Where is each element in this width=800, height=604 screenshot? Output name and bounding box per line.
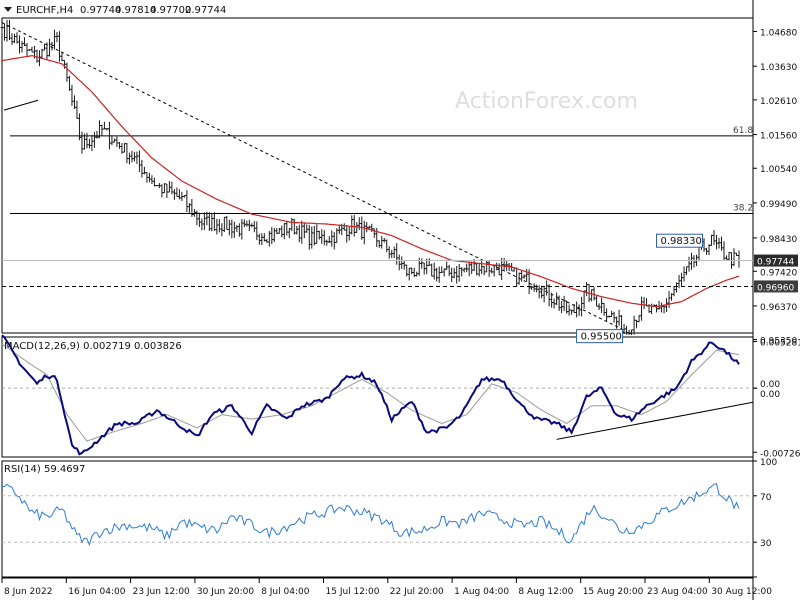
price-tick-label-7: 0.97420	[760, 268, 797, 278]
x-tick-label-7: 1 Aug 04:00	[454, 587, 509, 597]
macd-tick-label-3: -0.007263	[760, 449, 800, 459]
x-tick-label-3: 30 Jun 20:00	[197, 587, 254, 597]
price-tick-label-5: 0.99490	[760, 200, 797, 210]
support-label: 0.96960	[757, 283, 794, 293]
x-tick-label-11: 30 Aug 12:00	[711, 587, 772, 597]
price-tick-label-0: 1.04680	[760, 29, 797, 39]
last-price-tag	[754, 254, 798, 267]
symbol-header: EURCHF,H4 0.97744 0.97814 0.97702 0.9774…	[4, 5, 226, 16]
marked-high-box	[656, 233, 704, 248]
x-tick-label-2: 23 Jun 12:00	[133, 587, 190, 597]
x-tick-label-5: 15 Jul 12:00	[326, 587, 380, 597]
price-tick-label-2: 1.02610	[760, 97, 797, 107]
fib-label-1: 38.2	[733, 203, 753, 213]
price-tick-label-4: 1.00540	[760, 165, 797, 175]
rsi-line	[2, 483, 740, 547]
price-bar	[155, 185, 159, 187]
rsi-title: RSI(14) 59.4697	[4, 464, 85, 475]
symbol-label: EURCHF,H4	[16, 5, 73, 16]
support-tag	[754, 280, 798, 293]
x-tick-label-6: 22 Jul 20:00	[390, 587, 444, 597]
macd-tick-label-0: 0.005281	[760, 339, 800, 349]
rsi-tick-label-1: 70	[760, 493, 772, 503]
rsi-tick-label-2: 30	[760, 539, 772, 549]
price-tick-label-8: 0.96370	[760, 303, 797, 313]
price-short-segment	[3, 99, 39, 111]
marked-high-label: 0.98330	[661, 236, 702, 247]
ohlc-close: 0.97744	[185, 5, 226, 16]
ohlc-high: 0.97814	[115, 5, 156, 16]
x-tick-label-9: 15 Aug 20:00	[583, 587, 644, 597]
rsi-tick-label-0: 100	[760, 458, 777, 468]
macd-trendline	[556, 401, 754, 440]
price-tick-label-9: 0.95350	[760, 337, 797, 347]
ohlc-open: 0.97744	[80, 5, 121, 16]
price-tick-label-3: 1.01560	[760, 132, 797, 142]
macd-signal-line	[1, 343, 740, 442]
macd-title: MACD(12,26,9) 0.002719 0.003826	[4, 341, 182, 352]
macd-line	[1, 334, 740, 456]
macd-tick-label-2: 0.00	[760, 390, 780, 400]
fib-label-0: 61.8	[733, 126, 753, 136]
x-tick-label-1: 16 Jun 04:00	[68, 587, 125, 597]
marked-low-label: 0.95500	[581, 332, 622, 343]
last-price-label: 0.97744	[757, 258, 794, 268]
price-trendline	[1, 22, 627, 332]
macd-tick-label-1: 0.00	[760, 380, 780, 390]
x-tick-label-0: 8 Jun 2022	[4, 587, 52, 597]
marked-low-box	[576, 329, 624, 344]
price-tick-label-6: 0.98430	[760, 235, 797, 245]
x-tick-label-4: 8 Jul 04:00	[261, 587, 310, 597]
ohlc-low: 0.97702	[150, 5, 191, 16]
moving-average-line	[1, 54, 740, 308]
x-tick-label-8: 8 Aug 12:00	[518, 587, 573, 597]
x-tick-label-10: 23 Aug 04:00	[647, 587, 708, 597]
price-tick-label-1: 1.03630	[760, 63, 797, 73]
watermark: ActionForex.com	[455, 89, 638, 114]
